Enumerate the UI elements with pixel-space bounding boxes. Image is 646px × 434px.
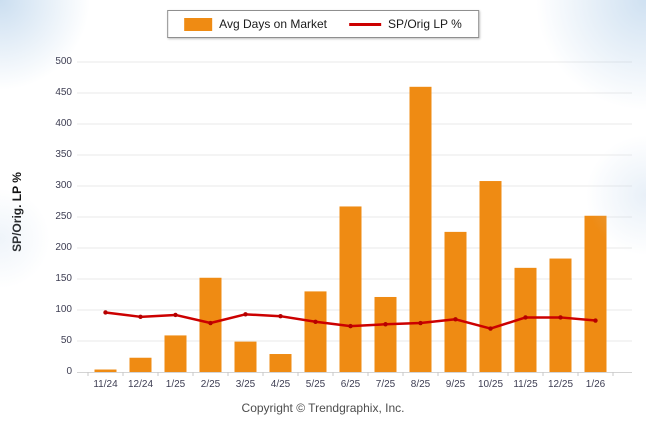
line-marker-11/24 — [103, 310, 108, 315]
y-tick-label: 400 — [55, 118, 72, 129]
y-axis-title: SP/Orig. LP % — [10, 172, 24, 252]
x-tick-label: 3/25 — [235, 379, 256, 390]
x-tick-label: 11/24 — [93, 379, 118, 390]
x-tick-label: 1/26 — [585, 379, 606, 390]
legend-label-avg-days: Avg Days on Market — [219, 17, 328, 31]
bar-12/24 — [129, 357, 152, 372]
line-marker-2/25 — [208, 320, 213, 326]
x-tick-label: 4/25 — [270, 379, 291, 390]
legend-item-sp-orig-lp: SP/Orig LP % — [349, 17, 462, 31]
x-tick-label: 10/25 — [477, 379, 504, 390]
line-marker-3/25 — [243, 312, 248, 317]
bar-1/26 — [584, 215, 607, 372]
x-tick-label: 5/25 — [305, 379, 326, 390]
bar-6/25 — [339, 206, 362, 372]
y-tick-label: 100 — [55, 304, 72, 315]
bar-11/24 — [94, 369, 117, 372]
line-marker-8/25 — [418, 320, 423, 326]
y-tick-label: 300 — [55, 180, 72, 191]
bar-8/25 — [409, 86, 432, 373]
y-tick-label: 200 — [55, 242, 72, 253]
line-marker-1/26 — [593, 318, 598, 323]
legend-label-sp-orig-lp: SP/Orig LP % — [388, 17, 462, 31]
bar-9/25 — [444, 231, 467, 372]
bar-5/25 — [304, 291, 327, 372]
line-marker-10/25 — [488, 326, 493, 331]
line-marker-6/25 — [348, 323, 353, 329]
line-marker-12/25 — [558, 315, 563, 320]
x-tick-label: 12/24 — [127, 379, 154, 390]
line-marker-7/25 — [383, 322, 388, 327]
x-tick-label: 8/25 — [410, 379, 431, 390]
y-tick-label: 450 — [55, 87, 72, 98]
line-swatch-icon — [349, 22, 382, 26]
bar-11/25 — [514, 267, 537, 372]
bar-4/25 — [269, 354, 292, 372]
copyright-text: Copyright © Trendgraphix, Inc. — [241, 401, 405, 415]
legend: Avg Days on Market SP/Orig LP % — [167, 10, 479, 38]
y-tick-label: 150 — [55, 273, 72, 284]
line-marker-4/25 — [278, 314, 283, 319]
x-tick-label: 11/25 — [513, 379, 538, 390]
line-marker-9/25 — [453, 317, 458, 322]
x-tick-label: 12/25 — [547, 379, 574, 390]
bar-1/25 — [164, 335, 187, 372]
line-marker-12/24 — [138, 314, 143, 320]
line-marker-11/25 — [523, 315, 528, 320]
bar-10/25 — [479, 181, 502, 372]
y-tick-label: 0 — [66, 366, 72, 377]
x-tick-label: 9/25 — [445, 379, 466, 390]
bar-7/25 — [374, 296, 397, 372]
y-tick-label: 350 — [55, 149, 72, 160]
y-tick-label: 250 — [55, 211, 72, 222]
bar-3/25 — [234, 341, 257, 372]
line-marker-1/25 — [173, 312, 178, 318]
x-tick-label: 1/25 — [165, 379, 186, 390]
x-tick-label: 7/25 — [375, 379, 396, 390]
legend-item-avg-days: Avg Days on Market — [184, 17, 327, 31]
y-tick-label: 500 — [55, 56, 72, 67]
bar-swatch-icon — [184, 17, 213, 31]
x-tick-label: 6/25 — [340, 379, 361, 390]
line-marker-5/25 — [313, 319, 318, 324]
y-tick-label: 50 — [60, 335, 72, 346]
x-tick-label: 2/25 — [200, 379, 221, 390]
